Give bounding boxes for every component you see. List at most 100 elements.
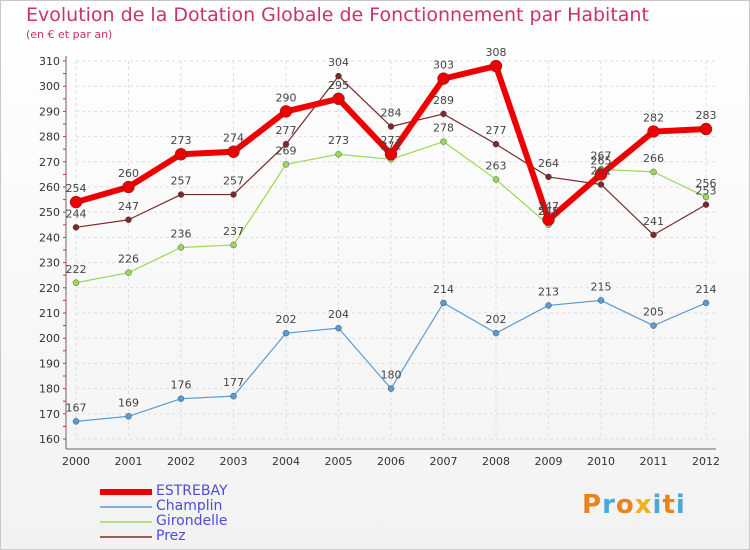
point-prez <box>702 201 710 208</box>
point-champlin <box>387 385 395 392</box>
point-girondelle <box>230 241 237 249</box>
data-label-prez: 277 <box>486 124 507 137</box>
point-prez <box>545 173 552 181</box>
x-tick-label: 2012 <box>692 455 720 468</box>
data-label-girondelle: 226 <box>118 253 139 266</box>
chart-title: Evolution de la Dotation Globale de Fonc… <box>26 4 649 26</box>
data-label-prez: 253 <box>696 185 717 198</box>
legend-label-girondelle: Girondelle <box>156 513 228 529</box>
data-label-girondelle: 237 <box>223 225 244 238</box>
y-tick-label: 300 <box>39 80 60 93</box>
data-label-champlin: 214 <box>696 283 717 296</box>
data-label-estrebay: 274 <box>223 132 244 145</box>
data-label-estrebay: 265 <box>591 154 612 167</box>
data-label-prez: 257 <box>223 175 244 188</box>
logo-letter: i <box>652 490 663 520</box>
logo-letter: i <box>675 490 686 520</box>
data-label-champlin: 177 <box>223 376 244 389</box>
chart-subtitle: (en € et par an) <box>26 28 113 41</box>
point-estrebay <box>384 148 398 161</box>
point-girondelle <box>282 161 290 168</box>
data-label-estrebay: 295 <box>328 79 349 92</box>
data-label-champlin: 204 <box>328 308 349 321</box>
point-estrebay <box>332 92 345 106</box>
point-girondelle <box>177 244 185 251</box>
point-estrebay <box>699 122 713 136</box>
data-label-prez: 261 <box>591 164 612 177</box>
point-champlin <box>597 297 605 304</box>
point-estrebay <box>647 125 660 138</box>
point-champlin <box>650 322 657 329</box>
data-label-girondelle: 222 <box>66 263 87 276</box>
y-tick-label: 250 <box>39 206 60 219</box>
data-label-estrebay: 247 <box>538 200 559 213</box>
x-tick-label: 2008 <box>482 455 510 468</box>
data-label-girondelle: 273 <box>328 134 349 147</box>
data-label-prez: 241 <box>643 215 664 228</box>
y-tick-label: 220 <box>39 282 60 295</box>
x-tick-label: 2010 <box>587 455 615 468</box>
point-champlin <box>335 324 342 332</box>
data-label-prez: 264 <box>538 157 559 170</box>
data-label-girondelle: 269 <box>276 144 297 157</box>
data-label-prez: 304 <box>328 56 349 69</box>
data-label-champlin: 167 <box>66 401 87 414</box>
data-label-estrebay: 283 <box>696 109 717 122</box>
point-champlin <box>440 299 447 307</box>
point-prez <box>282 140 290 148</box>
legend-label-estrebay: ESTREBAY <box>156 483 228 499</box>
x-tick-label: 2001 <box>115 455 143 468</box>
data-label-prez: 244 <box>66 207 87 220</box>
data-label-prez: 284 <box>381 107 402 120</box>
grid-lines <box>75 60 716 440</box>
data-label-champlin: 202 <box>486 313 507 326</box>
point-girondelle <box>440 138 447 145</box>
legend-label-prez: Prez <box>156 528 186 544</box>
y-tick-label: 210 <box>39 307 60 320</box>
y-tick-label: 230 <box>39 257 60 270</box>
point-estrebay <box>227 145 240 158</box>
data-label-estrebay: 260 <box>118 167 139 180</box>
point-prez <box>125 216 132 223</box>
data-label-champlin: 213 <box>538 285 559 298</box>
data-label-estrebay: 254 <box>66 182 87 195</box>
data-label-girondelle: 245 <box>538 205 559 218</box>
x-tick-label: 2006 <box>377 455 405 468</box>
data-label-estrebay: 308 <box>486 46 507 59</box>
data-label-estrebay: 273 <box>381 134 402 147</box>
logo-letter: r <box>602 490 616 520</box>
logo-letter: P <box>582 490 603 520</box>
data-label-girondelle: 278 <box>433 122 454 135</box>
point-prez <box>387 123 395 130</box>
data-label-prez: 257 <box>171 175 192 188</box>
data-label-champlin: 169 <box>118 396 139 409</box>
point-estrebay <box>279 105 293 118</box>
point-prez <box>72 224 80 231</box>
point-champlin <box>282 329 290 337</box>
point-champlin <box>545 302 552 309</box>
point-estrebay <box>174 148 188 161</box>
data-label-estrebay: 303 <box>433 59 454 72</box>
x-tick-label: 2000 <box>62 455 90 468</box>
point-girondelle <box>492 176 500 183</box>
y-tick-label: 310 <box>39 55 60 68</box>
proxiti-logo: Proxiti <box>582 490 686 520</box>
x-tick-label: 2003 <box>220 455 248 468</box>
data-label-girondelle: 271 <box>381 139 402 152</box>
data-label-champlin: 214 <box>433 283 454 296</box>
point-estrebay <box>594 168 608 181</box>
data-label-champlin: 180 <box>381 369 402 382</box>
data-label-prez: 247 <box>118 200 139 213</box>
data-label-girondelle: 263 <box>486 159 507 172</box>
x-tick-label: 2005 <box>325 455 353 468</box>
y-tick-label: 260 <box>39 181 60 194</box>
data-label-estrebay: 282 <box>643 112 664 125</box>
x-tick-label: 2007 <box>430 455 458 468</box>
point-champlin <box>230 392 237 400</box>
data-label-champlin: 205 <box>643 306 664 319</box>
point-girondelle <box>72 279 80 286</box>
legend-label-champlin: Champlin <box>156 498 223 514</box>
